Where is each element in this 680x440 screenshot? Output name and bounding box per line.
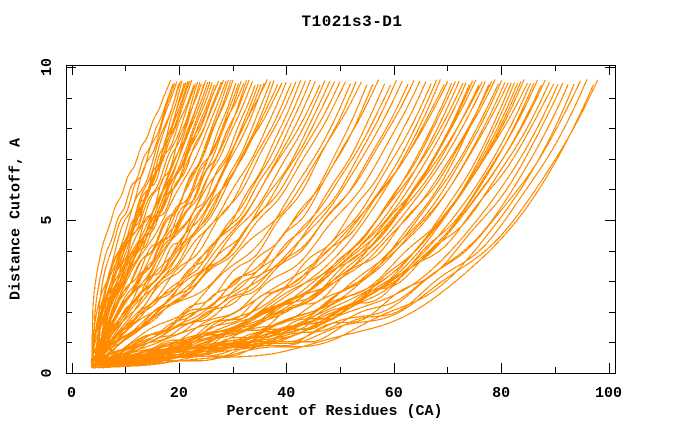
distance-cutoff-curve [98,81,178,361]
distance-cutoff-curve [99,84,321,363]
distance-cutoff-curve [96,81,363,359]
distance-cutoff-curve [95,81,209,360]
distance-cutoff-curve [94,84,218,365]
distance-cutoff-curve [96,81,483,366]
distance-cutoff-curve [91,82,283,363]
x-tick-label: 0 [67,385,76,402]
distance-cutoff-curve [96,79,588,367]
distance-cutoff-curve [99,82,213,367]
x-tick-label: 60 [385,385,403,402]
distance-cutoff-curve [96,82,176,360]
distance-cutoff-curve [98,79,234,361]
distance-cutoff-curve [95,83,245,366]
distance-cutoff-curve [91,83,409,366]
distance-cutoff-curve [91,83,352,369]
x-tick-label: 20 [170,385,188,402]
distance-cutoff-curve [96,80,307,359]
distance-cutoff-curve [93,81,357,368]
distance-cutoff-curve [98,81,222,360]
distance-cutoff-curve [100,80,449,360]
distance-cutoff-curve [94,80,326,364]
distance-cutoff-curve [97,83,237,364]
distance-cutoff-curve [92,83,575,365]
distance-cutoff-curve [91,79,172,361]
distance-cutoff-curve [99,83,528,365]
y-tick-label: 0 [39,368,56,377]
x-axis-title: Percent of Residues (CA) [226,403,443,420]
distance-cutoff-curve [92,80,403,362]
y-tick-label: 10 [39,58,56,76]
distance-cutoff-curve [100,81,550,360]
distance-cutoff-curve [90,84,279,363]
distance-cutoff-curve [94,82,292,367]
x-tick-label: 100 [595,385,622,402]
distance-cutoff-curve [92,83,174,367]
distance-cutoff-curve [100,84,569,360]
distance-cutoff-curve [95,80,546,362]
distance-cutoff-curve [96,82,265,362]
distance-cutoff-curve [99,84,368,365]
distance-cutoff-curve [90,80,220,368]
distance-cutoff-curve [92,83,203,360]
distance-cutoff-curve [90,79,269,362]
distance-cutoff-curve [91,84,195,362]
distance-cutoff-curve [92,79,225,363]
distance-cutoff-curve [97,81,297,364]
y-tick-label: 5 [39,215,56,224]
distance-cutoff-curve [98,80,227,364]
distance-cutoff-curve [94,81,341,359]
distance-cutoff-curve [100,80,415,361]
distance-cutoff-curve [102,84,595,366]
distance-cutoff-curve [102,81,254,363]
distance-cutoff-curve [92,81,346,359]
chart-title: T1021s3-D1 [301,13,403,31]
distance-cutoff-curve [96,84,256,362]
distance-cutoff-curve [92,79,599,360]
distance-cutoff-curve [92,79,397,367]
distance-cutoff-curve [92,79,193,369]
distance-cutoff-curve [96,81,287,367]
distance-cutoff-curve [98,83,386,359]
y-axis-title: Distance Cutoff, A [7,137,25,301]
x-tick-label: 80 [492,385,510,402]
x-tick-label: 40 [277,385,295,402]
distance-cutoff-curve [96,83,197,367]
distance-cutoff-curve [97,83,559,360]
